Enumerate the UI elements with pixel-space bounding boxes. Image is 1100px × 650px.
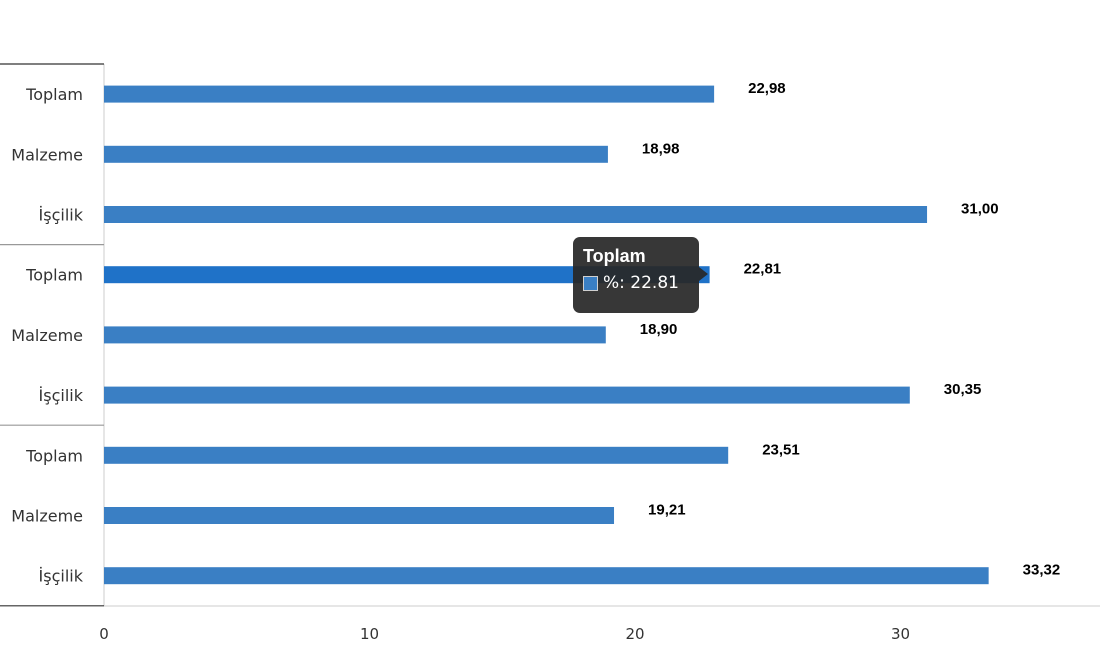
value-label: 30,35 [944,381,982,398]
category-label: İşçilik [39,386,84,405]
value-label: 18,90 [640,321,678,338]
category-label: Malzeme [11,326,83,345]
x-tick-label: 0 [99,625,109,643]
tooltip-value: %: 22.81 [603,273,679,293]
bar [104,266,710,284]
bar [104,507,615,524]
x-tick-label: 30 [891,625,910,643]
value-label: 31,00 [961,201,999,218]
category-label: İşçilik [39,206,84,225]
value-label: 22,81 [744,261,782,278]
x-tick-label: 20 [625,625,644,643]
category-label: Toplam [25,85,83,104]
tooltip-row: %: 22.81 [583,272,689,294]
value-label: 22,98 [748,80,786,97]
bar [104,85,715,103]
value-label: 18,98 [642,140,680,157]
bar [104,567,989,585]
value-label: 23,51 [762,441,800,458]
value-label: 33,32 [1023,562,1061,579]
category-label: İşçilik [39,567,84,586]
tooltip-title: Toplam [583,246,646,266]
category-label: Malzeme [11,507,83,526]
bar [104,386,910,404]
tooltip-series-swatch [583,275,598,291]
bar [104,446,729,464]
chart-tooltip: Toplam %: 22.81 [573,237,708,313]
category-label: Toplam [25,266,83,285]
value-label: 19,21 [648,502,686,519]
bar [104,206,928,223]
bar [104,326,606,344]
category-label: Toplam [25,446,83,465]
x-tick-label: 10 [360,625,379,643]
category-label: Malzeme [11,145,83,164]
bar [104,145,608,163]
